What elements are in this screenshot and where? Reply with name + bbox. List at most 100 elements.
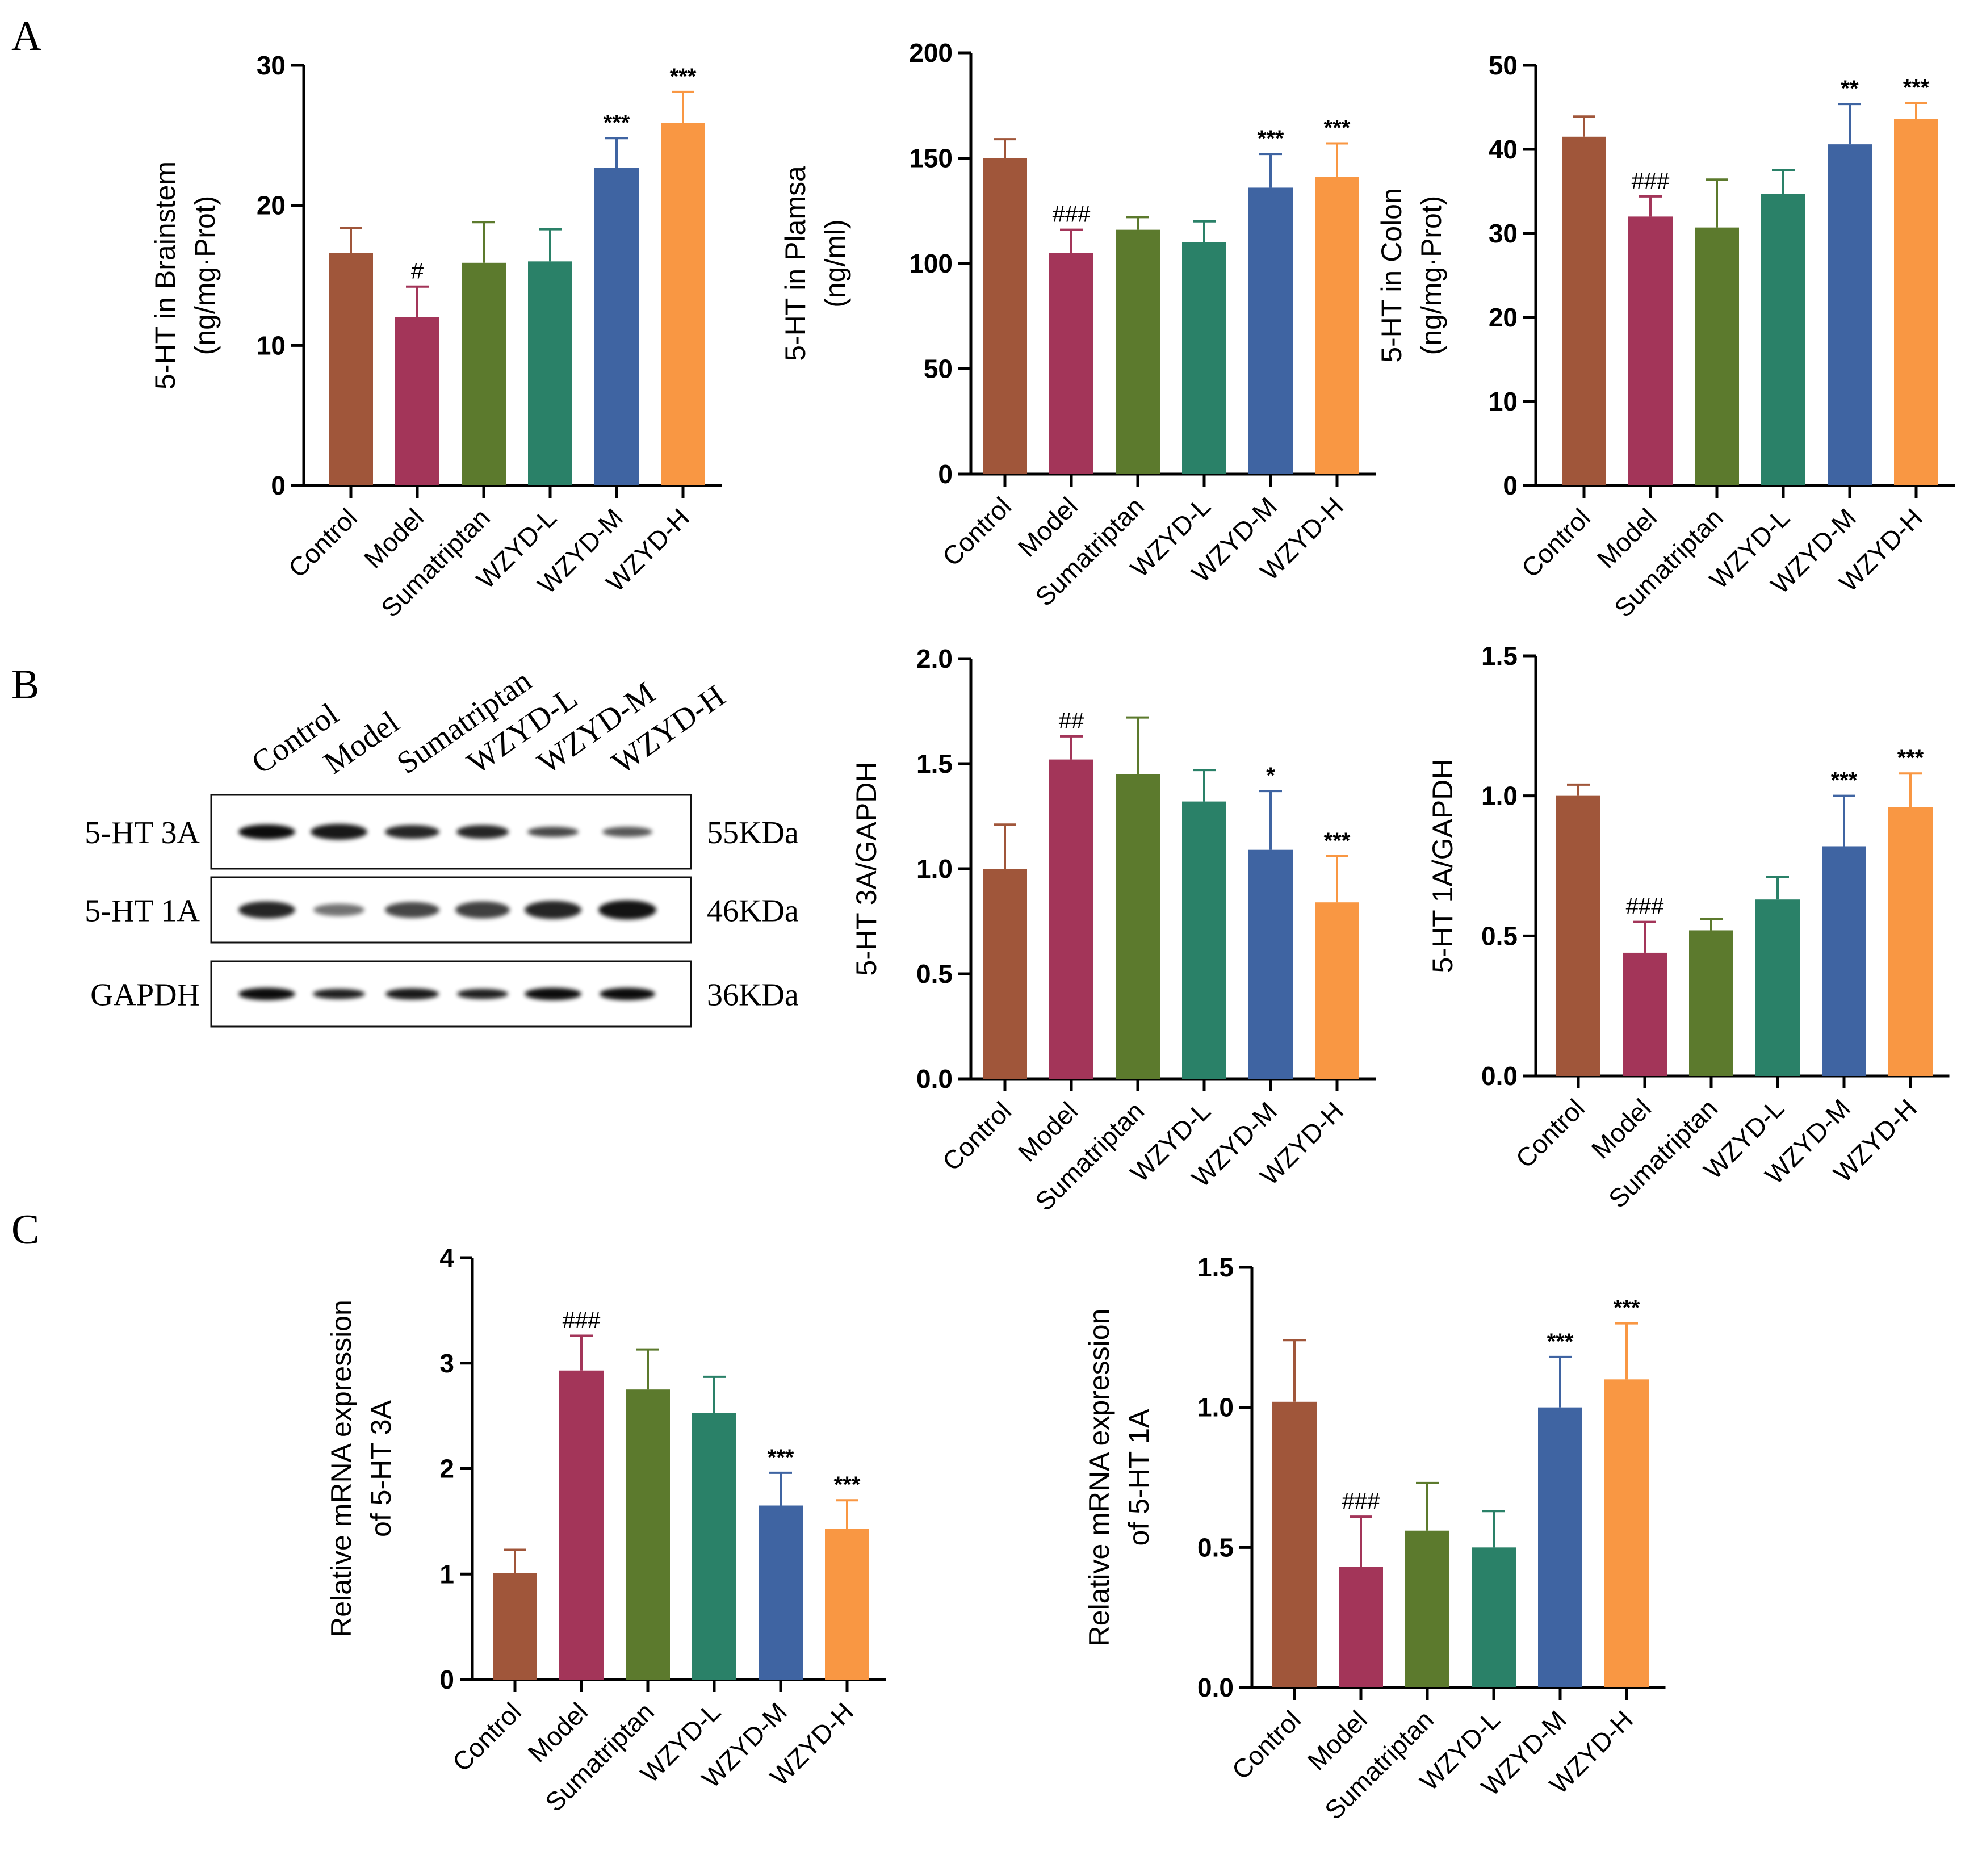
bar-wzyd-l xyxy=(1182,242,1226,474)
x-tick-label: Control xyxy=(1226,1705,1306,1785)
chart-5ht3a-gapdh: 0.00.51.01.52.05-HT 3A/GAPDHControlModel… xyxy=(850,644,1376,1216)
bar-wzyd-h xyxy=(1604,1379,1649,1687)
western-blot: ControlModelSumatriptanWZYD-LWZYD-MWZYD-… xyxy=(85,663,799,1028)
significance-marker: *** xyxy=(1324,828,1351,853)
x-tick-label: Control xyxy=(1510,1093,1590,1174)
x-tick-label: Control xyxy=(446,1697,527,1777)
blot-row-label: GAPDH xyxy=(90,978,200,1013)
y-axis-label: (ng/mg·Prot) xyxy=(189,196,221,355)
bar-wzyd-h xyxy=(825,1529,869,1680)
y-tick-label: 20 xyxy=(257,191,286,220)
y-tick-label: 10 xyxy=(1489,387,1518,416)
chart-brainstem-5ht: 0 10 20 30 5-HT in Brainstem (ng/mg·Prot) Cont… xyxy=(149,51,722,623)
bar-wzyd-h xyxy=(661,123,705,486)
significance-marker: *** xyxy=(768,1445,794,1470)
chart-5ht1a-gapdh: 0.00.51.01.55-HT 1A/GAPDHControlModel###… xyxy=(1427,641,1950,1213)
y-axis-label: (ng/ml) xyxy=(819,219,851,308)
significance-marker: *** xyxy=(1897,746,1924,770)
bar-sumatriptan xyxy=(1405,1530,1449,1687)
bar-model xyxy=(1628,216,1673,485)
bar-model xyxy=(395,317,439,485)
blot-row: 5-HT 1A 46KDa xyxy=(85,876,799,944)
significance-marker: ## xyxy=(1059,709,1084,734)
blot-band xyxy=(385,902,439,918)
bar-wzyd-m xyxy=(1248,187,1293,474)
bar-sumatriptan xyxy=(1695,227,1739,485)
y-tick-label: 20 xyxy=(1489,303,1518,332)
bar-wzyd-h xyxy=(1315,902,1359,1079)
bar-wzyd-l xyxy=(692,1413,736,1680)
y-tick-label: 50 xyxy=(1489,51,1518,80)
blot-band xyxy=(238,901,295,919)
y-tick-label: 0.5 xyxy=(916,959,953,989)
chart-colon-5ht: 0 10 20 30 40 50 5-HT in Colon (ng/mg·Prot) Cont… xyxy=(1376,51,1955,623)
y-tick-label: 1.5 xyxy=(916,749,953,778)
bar-wzyd-l xyxy=(528,261,572,485)
blot-band xyxy=(238,987,295,1000)
x-tick-label: Control xyxy=(1515,503,1596,583)
significance-marker: *** xyxy=(670,64,697,89)
bar-sumatriptan xyxy=(1116,774,1160,1079)
y-axis-label: (ng/mg·Prot) xyxy=(1415,196,1447,355)
significance-marker: *** xyxy=(1258,126,1284,151)
y-axis-label: 5-HT 3A/GAPDH xyxy=(850,762,882,976)
y-tick-label: 40 xyxy=(1489,135,1518,164)
significance-marker: ### xyxy=(1632,169,1670,194)
x-tick-label: Control xyxy=(936,491,1017,572)
y-tick-label: 1.5 xyxy=(1481,641,1518,671)
bar-control xyxy=(983,869,1027,1079)
y-axis-label: 5-HT in Brainstem xyxy=(149,161,181,390)
y-tick-label: 1.0 xyxy=(1197,1393,1234,1422)
y-tick-label: 1.0 xyxy=(916,854,953,883)
y-axis-label: 5-HT in Plamsa xyxy=(780,166,811,361)
blot-kda-label: 36KDa xyxy=(707,978,799,1013)
bar-wzyd-m xyxy=(594,168,639,486)
bar-model xyxy=(1623,952,1667,1076)
y-tick-label: 30 xyxy=(1489,219,1518,248)
bar-control xyxy=(1562,136,1606,486)
y-axis-label: 5-HT in Colon xyxy=(1376,188,1407,363)
y-tick-label: 50 xyxy=(924,354,953,384)
significance-marker: *** xyxy=(1324,116,1351,141)
y-tick-label: 3 xyxy=(439,1349,454,1378)
bar-wzyd-m xyxy=(1828,144,1872,485)
y-axis-label: Relative mRNA expression xyxy=(325,1300,357,1638)
panel-letter-c: C xyxy=(11,1207,39,1253)
blot-band xyxy=(313,903,364,916)
bar-wzyd-m xyxy=(759,1505,803,1680)
bar-wzyd-h xyxy=(1888,807,1933,1076)
bar-sumatriptan xyxy=(626,1389,670,1680)
y-tick-label: 2.0 xyxy=(916,644,953,673)
bar-model xyxy=(1049,253,1093,474)
blot-band xyxy=(456,825,509,839)
bar-sumatriptan xyxy=(1116,229,1160,474)
blot-band xyxy=(525,987,581,1000)
significance-marker: ### xyxy=(563,1308,601,1333)
y-tick-label: 30 xyxy=(257,51,286,80)
y-tick-label: 2 xyxy=(439,1454,454,1484)
blot-row: GAPDH 36KDa xyxy=(90,960,799,1028)
y-tick-label: 1.5 xyxy=(1197,1253,1234,1282)
bar-wzyd-h xyxy=(1894,119,1938,486)
significance-marker: * xyxy=(1266,763,1275,788)
chart-plasma-5ht: 0 50 100 150 200 5-HT in Plamsa (ng/ml) Control… xyxy=(780,38,1376,612)
x-tick-label: Control xyxy=(282,503,363,583)
blot-band xyxy=(600,987,655,1000)
y-tick-label: 0.5 xyxy=(1197,1532,1234,1562)
y-axis-label: Relative mRNA expression xyxy=(1083,1309,1115,1647)
blot-band xyxy=(313,989,365,999)
bar-sumatriptan xyxy=(462,262,506,485)
significance-marker: ### xyxy=(1053,202,1091,227)
panel-letter-b: B xyxy=(11,661,39,708)
y-tick-label: 1.0 xyxy=(1481,781,1518,811)
bar-wzyd-m xyxy=(1822,846,1866,1076)
significance-marker: *** xyxy=(1614,1296,1640,1321)
significance-marker: ### xyxy=(1626,894,1664,919)
bar-model xyxy=(1339,1567,1383,1687)
y-tick-label: 100 xyxy=(909,249,953,278)
y-tick-label: 0.0 xyxy=(916,1064,953,1094)
blot-band xyxy=(457,989,508,999)
significance-marker: ### xyxy=(1342,1489,1380,1514)
blot-band xyxy=(311,824,367,840)
